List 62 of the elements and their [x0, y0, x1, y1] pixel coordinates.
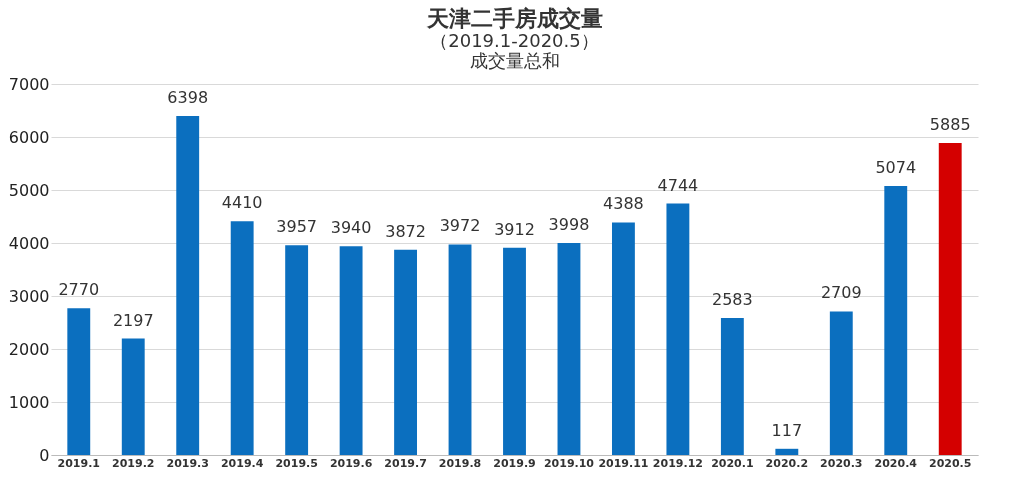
text: （2019.1-2020.5）	[430, 30, 599, 51]
bar	[67, 308, 91, 455]
data-label: 3957	[276, 217, 317, 237]
x-tick-label: 2019.8	[438, 456, 482, 470]
data-label: 5885	[929, 115, 971, 135]
y-tick-label: 6000	[8, 127, 50, 147]
x-tick-label: 2020.3	[820, 456, 863, 470]
data-label: 2770	[58, 280, 100, 300]
y-tick-label: 2000	[8, 339, 50, 359]
bar	[938, 143, 962, 455]
bar	[448, 244, 472, 455]
bar	[720, 318, 744, 455]
y-tick-label: 7000	[8, 74, 50, 94]
x-tick-label: 2020.2	[765, 456, 809, 470]
x-tick-label: 2019.3	[166, 456, 209, 470]
data-label: 3872	[385, 221, 426, 241]
bar	[121, 338, 145, 455]
x-tick-label: 2020.1	[711, 456, 754, 470]
bar	[339, 246, 363, 455]
bar	[230, 221, 254, 455]
data-label: 5074	[875, 158, 917, 178]
data-label: 4744	[657, 175, 699, 195]
bar	[829, 311, 853, 455]
data-label: 117	[771, 420, 803, 440]
data-label: 2583	[712, 290, 753, 310]
bar	[394, 249, 418, 455]
data-label: 3972	[439, 216, 481, 236]
y-tick-label: 5000	[8, 180, 50, 200]
bar	[775, 448, 799, 455]
x-tick-label: 2019.1	[57, 456, 100, 470]
bar	[503, 247, 526, 455]
data-label: 4388	[603, 194, 644, 214]
y-tick-label: 4000	[8, 233, 50, 253]
x-tick-label: 2019.5	[275, 456, 318, 470]
data-label: 6398	[167, 87, 209, 107]
bar	[557, 243, 581, 455]
bar	[666, 203, 690, 455]
x-tick-label: 2019.7	[384, 456, 427, 470]
x-tick-label: 2019.2	[112, 456, 155, 470]
y-tick-label: 0	[39, 445, 50, 465]
bar	[884, 186, 908, 455]
x-tick-label: 2019.11	[598, 456, 649, 470]
bar	[285, 245, 309, 455]
data-label: 4410	[221, 193, 263, 213]
bar	[176, 115, 200, 455]
x-tick-label: 2019.10	[543, 456, 595, 470]
x-tick-label: 2020.5	[929, 456, 972, 470]
data-label: 2197	[112, 310, 154, 330]
x-tick-label: 2019.4	[220, 456, 264, 470]
x-tick-label: 2020.4	[874, 456, 918, 470]
data-label: 3912	[494, 219, 535, 239]
x-tick-label: 2019.12	[652, 456, 703, 470]
chart-title: 天津二手房成交量	[425, 6, 603, 31]
y-tick-label: 1000	[8, 392, 50, 412]
y-tick-label: 3000	[8, 286, 50, 306]
x-tick-label: 2019.6	[329, 456, 373, 470]
bar	[611, 222, 635, 455]
data-label: 3940	[330, 218, 372, 238]
data-label: 2709	[820, 283, 862, 303]
data-label: 3998	[548, 215, 590, 235]
x-tick-label: 2019.9	[493, 456, 536, 470]
text: 成交量总和	[469, 50, 560, 71]
